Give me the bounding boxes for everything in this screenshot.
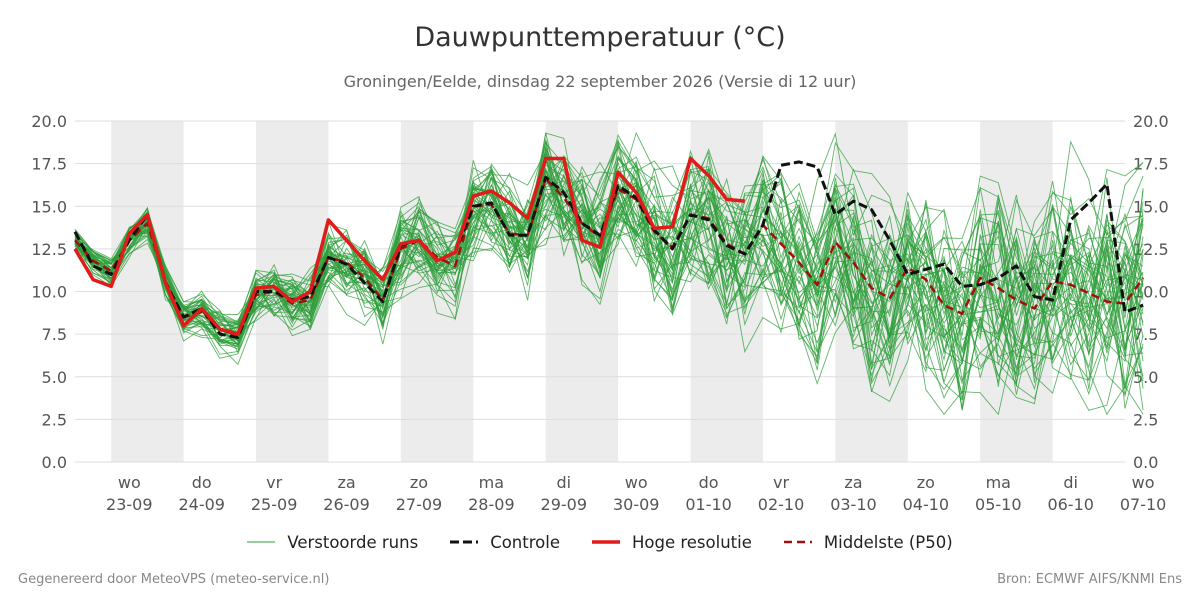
y-tick-label-left: 7.5 [42, 325, 67, 344]
footer-generator: Gegenereerd door MeteoVPS (meteo-service… [18, 572, 330, 587]
chart-subtitle: Groningen/Eelde, dinsdag 22 september 20… [343, 72, 857, 91]
y-tick-label-left: 5.0 [42, 368, 67, 387]
legend-swatch-hres [591, 540, 620, 544]
legend-label-control: Controle [490, 532, 560, 552]
ensemble-run-line [74, 174, 1144, 369]
x-tick-day: di [1063, 473, 1078, 492]
ensemble-run-line [74, 141, 1144, 329]
legend: Verstoorde runs Controle Hoge resolutie … [0, 529, 1200, 555]
legend-swatch-ensemble [247, 541, 276, 543]
x-tick-day: ma [479, 473, 504, 492]
x-tick-day: vr [266, 473, 282, 492]
x-tick-date: 28-09 [468, 495, 515, 514]
x-tick-day: wo [1132, 473, 1155, 492]
x-tick-date: 23-09 [106, 495, 153, 514]
x-tick-date: 07-10 [1120, 495, 1167, 514]
x-tick-date: 03-10 [830, 495, 877, 514]
legend-item-hres[interactable]: Hoge resolutie [591, 532, 752, 552]
x-tick-date: 05-10 [975, 495, 1022, 514]
legend-item-control[interactable]: Controle [450, 533, 560, 552]
legend-label-hres: Hoge resolutie [631, 532, 752, 552]
high-resolution-line [73, 156, 745, 336]
legend-swatch-p50 [783, 540, 812, 544]
y-tick-label-left: 10.0 [31, 283, 67, 302]
y-tick-label-left: 12.5 [31, 240, 67, 259]
x-tick-date: 27-09 [396, 495, 443, 514]
y-tick-label-right: 17.5 [1133, 155, 1169, 174]
x-tick-day: do [192, 473, 212, 492]
x-tick-day: do [699, 473, 719, 492]
legend-label-ensemble: Verstoorde runs [287, 532, 419, 552]
x-tick-date: 26-09 [323, 495, 370, 514]
x-tick-date: 06-10 [1047, 495, 1094, 514]
x-tick-day: zo [410, 473, 428, 492]
y-tick-label-right: 5.0 [1133, 368, 1158, 387]
x-tick-date: 04-10 [903, 495, 950, 514]
x-tick-day: vr [773, 473, 789, 492]
x-tick-day: zo [917, 473, 935, 492]
x-tick-day: wo [625, 473, 648, 492]
x-tick-date: 25-09 [251, 495, 298, 514]
y-tick-label-right: 20.0 [1133, 112, 1169, 131]
x-tick-date: 01-10 [685, 495, 732, 514]
y-tick-label-left: 2.5 [42, 410, 67, 429]
ensemble-run-line [74, 187, 1144, 411]
y-tick-label-left: 0.0 [42, 453, 67, 472]
x-tick-day: za [844, 473, 862, 492]
x-tick-date: 30-09 [613, 495, 660, 514]
ensemble-run-line [74, 178, 1144, 416]
y-tick-label-right: 2.5 [1133, 410, 1158, 429]
x-tick-date: 29-09 [541, 495, 588, 514]
x-tick-day: wo [118, 473, 141, 492]
x-tick-date: 02-10 [758, 495, 805, 514]
x-tick-day: za [337, 473, 355, 492]
ensemble-run-line [74, 156, 1144, 411]
x-tick-day: ma [986, 473, 1011, 492]
y-tick-label-left: 17.5 [31, 155, 67, 174]
x-tick-day: di [556, 473, 571, 492]
y-tick-label-right: 15.0 [1133, 197, 1169, 216]
legend-swatch-control [450, 540, 479, 544]
legend-label-p50: Middelste (P50) [823, 532, 953, 552]
footer-source: Bron: ECMWF AIFS/KNMI Ens [997, 572, 1182, 587]
chart-title: Dauwpunttemperatuur (°C) [414, 22, 786, 53]
legend-item-p50[interactable]: Middelste (P50) [783, 532, 953, 552]
y-tick-label-left: 15.0 [31, 197, 67, 216]
y-tick-label-left: 20.0 [31, 112, 67, 131]
x-tick-date: 24-09 [178, 495, 225, 514]
y-tick-label-right: 0.0 [1133, 453, 1158, 472]
ensemble-run-line [74, 185, 1144, 395]
legend-item-ensemble[interactable]: Verstoorde runs [247, 533, 418, 552]
